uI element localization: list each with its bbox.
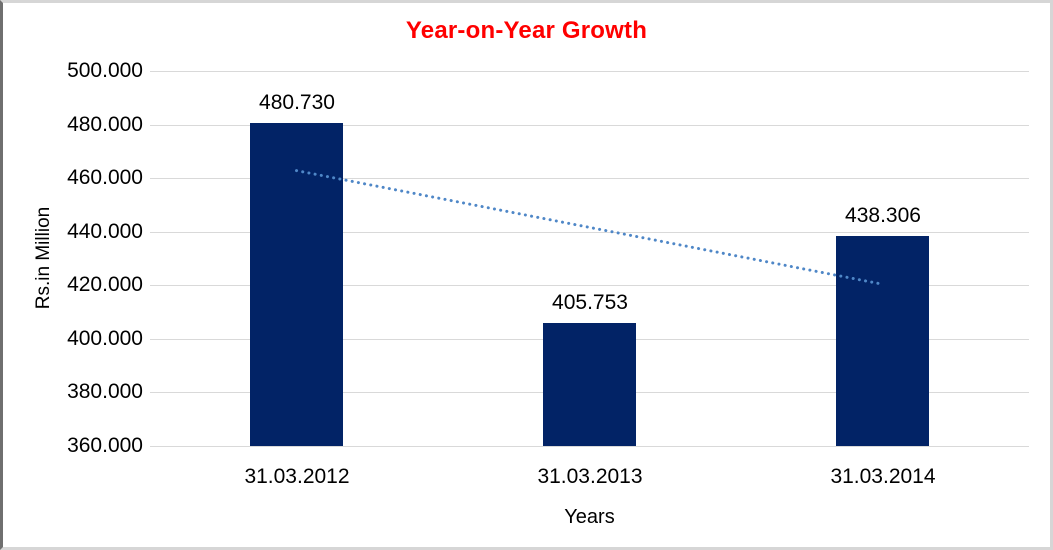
y-tick-label: 360.000 xyxy=(67,434,143,457)
y-axis-tick-labels: 500.000 480.000 460.000 440.000 420.000 400.0… xyxy=(3,59,143,457)
x-tick-label: 31.03.2013 xyxy=(537,465,643,488)
x-tick-label: 31.03.2014 xyxy=(830,465,936,488)
gridline xyxy=(150,71,1029,72)
x-tick-label: 31.03.2012 xyxy=(244,465,350,488)
y-tick-label: 460.000 xyxy=(67,166,143,189)
y-tick-label: 400.000 xyxy=(67,327,143,350)
bar-value-label: 438.306 xyxy=(845,204,921,227)
bar-31.03.2014 xyxy=(836,236,929,446)
bar-value-label: 480.730 xyxy=(259,91,335,114)
bar-31.03.2013 xyxy=(543,323,636,446)
y-tick-label: 420.000 xyxy=(67,273,143,296)
trendline xyxy=(295,169,884,286)
y-tick-label: 440.000 xyxy=(67,220,143,243)
gridline xyxy=(150,446,1029,447)
x-axis-title: Years xyxy=(564,506,615,528)
y-tick-label: 480.000 xyxy=(67,113,143,136)
bar-value-label: 405.753 xyxy=(552,291,628,314)
gridline xyxy=(150,125,1029,126)
y-tick-label: 380.000 xyxy=(67,380,143,403)
chart-title: Year-on-Year Growth xyxy=(405,17,648,44)
y-tick-label: 500.000 xyxy=(67,59,143,82)
bar-31.03.2012 xyxy=(250,123,343,446)
plot-area: 480.730 405.753 438.306 xyxy=(150,71,1029,447)
